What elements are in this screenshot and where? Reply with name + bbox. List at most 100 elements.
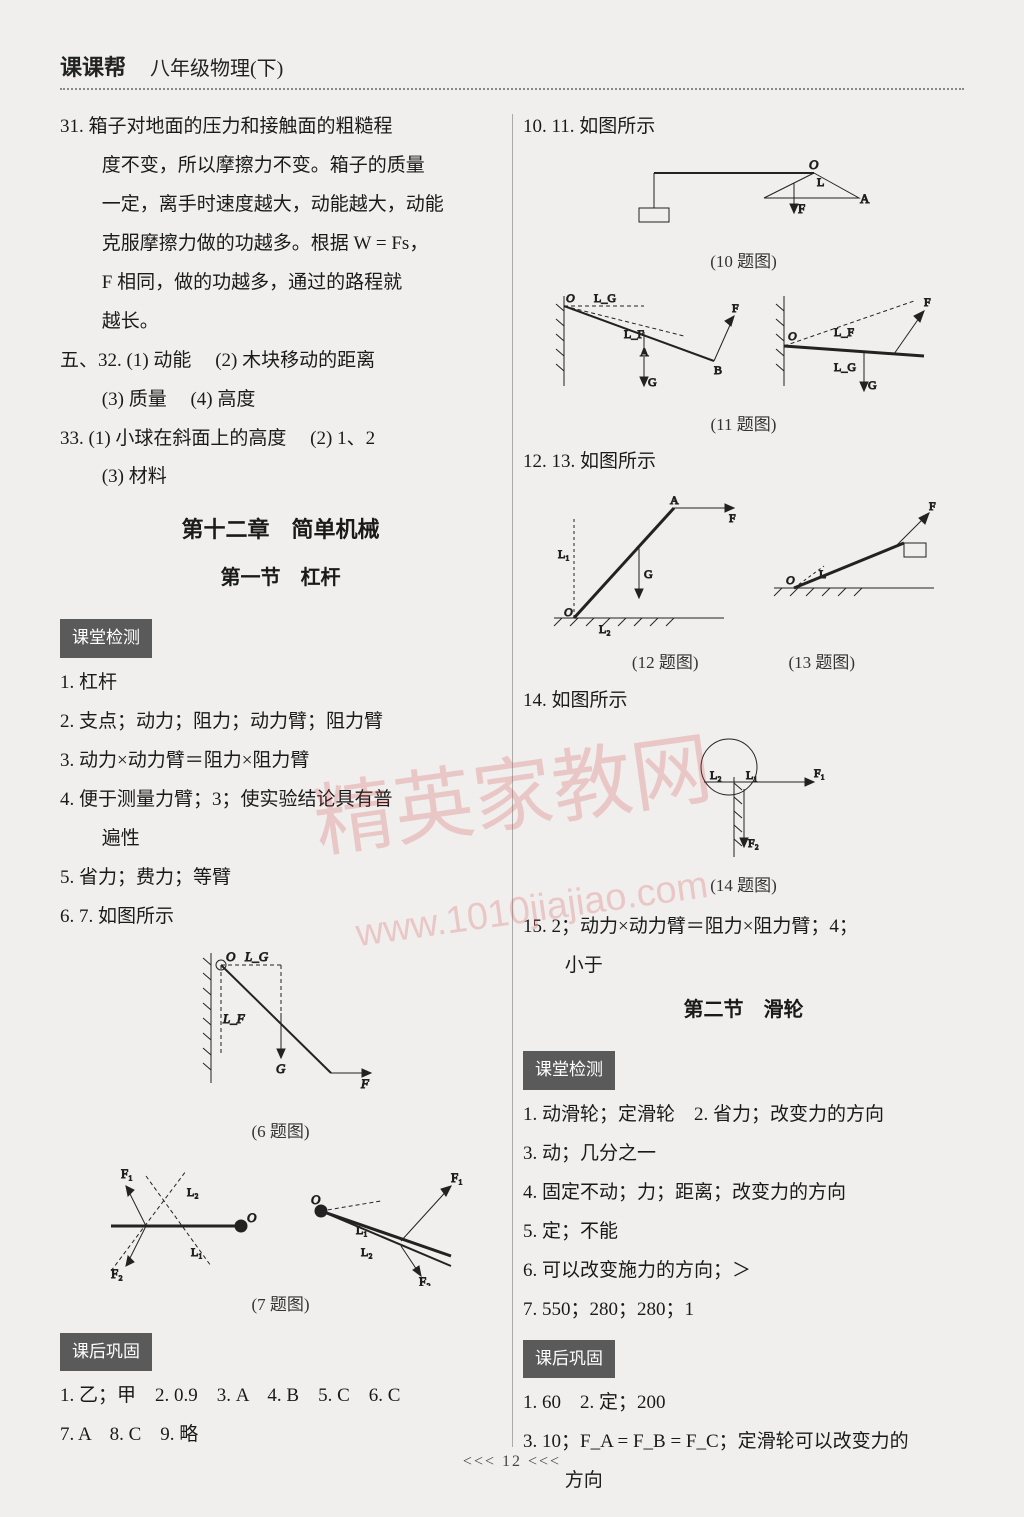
q32-p2: (3) 质量 — [102, 389, 167, 410]
right-column: 10. 11. 如图所示 O L A F (10 题图) — [523, 108, 964, 1501]
fig10-svg: O L A F — [614, 153, 874, 243]
fig13-svg: O L F — [764, 488, 944, 618]
left-after-row2: 7. A 8. C 9. 略 — [60, 1416, 501, 1455]
q31-line: 31. 箱子对地面的压力和接触面的粗糙程 — [60, 108, 501, 147]
lbl13-O: O — [786, 573, 795, 587]
lbl10-A: A — [860, 191, 870, 206]
lbl-Ob: O — [311, 1192, 321, 1207]
fig14-caption: (14 题图) — [710, 869, 777, 904]
lbl12-F: F — [729, 511, 736, 525]
q32-p3: (4) 高度 — [190, 389, 255, 410]
lbl-L1b: L₁ — [356, 1223, 368, 1237]
lbl-LG: L_G — [244, 949, 269, 964]
fig14-svg: L₂ L₁ F₁ F₂ — [644, 727, 844, 867]
q15-l2: 小于 — [523, 947, 964, 986]
lbl-Oa: O — [247, 1210, 257, 1225]
lbl14-L2: L₂ — [710, 768, 722, 782]
b3: 3. 动；几分之一 — [523, 1135, 964, 1174]
floor-hatch-icon — [774, 588, 934, 596]
tag-classcheck-right: 课堂检测 — [523, 1051, 615, 1090]
lbl10-O: O — [809, 157, 819, 172]
left-column: 31. 箱子对地面的压力和接触面的粗糙程 度不变，所以摩擦力不变。箱子的质量 一… — [60, 108, 501, 1501]
q14: 14. 如图所示 — [523, 682, 964, 721]
lbl11R-G: G — [868, 378, 877, 392]
lbl11L-G: G — [648, 375, 657, 389]
fig7-caption: (7 题图) — [60, 1288, 501, 1323]
b7: 7. 550；280；280；1 — [523, 1291, 964, 1330]
q31-l2: 一定，离手时速度越大，动能越大，动能 — [60, 186, 501, 225]
left-after-row1: 1. 乙；甲 2. 0.9 3. A 4. B 5. C 6. C — [60, 1377, 501, 1416]
wall-hatch-icon — [776, 296, 784, 386]
lbl-F2: F₂ — [111, 1266, 123, 1281]
lbl-O: O — [226, 949, 236, 964]
lbl-G: G — [276, 1061, 286, 1076]
fig6-svg: O L_G L_F G F — [181, 943, 381, 1113]
lbl14-F2: F₂ — [748, 836, 759, 850]
fig7-left-svg: F₁ F₂ L₂ L₁ O — [91, 1156, 271, 1286]
lbl12-G: G — [644, 567, 653, 581]
lbl10-L: L — [817, 175, 824, 189]
page-header: 课课帮 八年级物理(下) — [60, 50, 964, 90]
fig11-right-svg: O L_F L_G F G — [764, 286, 944, 406]
lbl13-L: L — [819, 567, 826, 581]
brand: 课课帮 — [60, 50, 126, 82]
q32: 五、32. (1) 动能 (2) 木块移动的距离 — [60, 342, 501, 381]
section2-title: 第二节 滑轮 — [523, 990, 964, 1031]
tag-after-left: 课后巩固 — [60, 1333, 152, 1372]
q32-row2: (3) 质量 (4) 高度 — [60, 381, 501, 420]
q33-p2: (3) 材料 — [60, 458, 501, 497]
c1: 1. 60 2. 定；200 — [523, 1384, 964, 1423]
lbl11L-LG: L_G — [594, 291, 616, 305]
a67: 6. 7. 如图所示 — [60, 898, 501, 937]
lbl12-L2: L₂ — [599, 622, 611, 636]
fig10: O L A F (10 题图) — [523, 153, 964, 280]
floor-hatch-icon — [554, 618, 724, 626]
fig11: O L_G L_F A B F G — [523, 286, 964, 406]
fig14: L₂ L₁ F₁ F₂ (14 题图) — [523, 727, 964, 904]
q31-l3: 克服摩擦力做的功越多。根据 W = Fs， — [60, 225, 501, 264]
q32-prefix: 五、32. — [60, 350, 122, 371]
q32-p0: (1) 动能 — [127, 350, 192, 371]
tag-after-right: 课后巩固 — [523, 1340, 615, 1379]
fig7-right-svg: O F₁ F₂ L₁ L₂ — [291, 1156, 471, 1286]
lbl-L1a: L₁ — [191, 1245, 203, 1259]
lbl12-O: O — [564, 605, 573, 619]
q31-num: 31. — [60, 116, 84, 137]
lbl11L-F: F — [732, 301, 739, 315]
q31-l4: F 相同，做的功越多，通过的路程就 — [60, 264, 501, 303]
q31-l1: 度不变，所以摩擦力不变。箱子的质量 — [60, 147, 501, 186]
a3: 3. 动力×动力臂＝阻力×阻力臂 — [60, 742, 501, 781]
page-number: <<< 12 <<< — [60, 1453, 964, 1471]
q1213: 12. 13. 如图所示 — [523, 443, 964, 482]
b5: 5. 定；不能 — [523, 1213, 964, 1252]
b6: 6. 可以改变施力的方向；＞ — [523, 1252, 964, 1291]
wall-hatch-icon — [556, 296, 564, 386]
a4-l1: 4. 便于测量力臂；3；使实验结论具有普 — [60, 781, 501, 820]
lbl-L2b: L₂ — [361, 1245, 373, 1259]
q1011: 10. 11. 如图所示 — [523, 108, 964, 147]
fig12-caption: (12 题图) — [632, 646, 699, 681]
q33-p0: (1) 小球在斜面上的高度 — [89, 428, 287, 449]
q31-l5: 越长。 — [60, 303, 501, 342]
lbl11R-LG: L_G — [834, 360, 856, 374]
lbl-F: F — [360, 1076, 370, 1091]
q15-l1: 15. 2；动力×动力臂＝阻力×阻力臂；4； — [523, 908, 964, 947]
q32-p1: (2) 木块移动的距离 — [215, 350, 375, 371]
q33: 33. (1) 小球在斜面上的高度 (2) 1、2 — [60, 420, 501, 459]
a1: 1. 杠杆 — [60, 664, 501, 703]
lbl11R-O: O — [788, 329, 797, 343]
lbl-F2b: F₂ — [419, 1274, 431, 1286]
fig1213-captions: (12 题图) (13 题图) — [523, 644, 964, 681]
lbl-F1: F₁ — [121, 1166, 133, 1181]
lbl10-F: F — [798, 201, 805, 216]
lbl-LF: L_F — [222, 1011, 246, 1026]
fig11-left-svg: O L_G L_F A B F G — [544, 286, 744, 406]
lbl12-A: A — [670, 493, 679, 507]
wall-hatch-icon — [203, 953, 211, 1083]
column-divider — [512, 114, 513, 1447]
lbl11L-LF: L_F — [624, 327, 644, 341]
fig6-caption: (6 题图) — [251, 1115, 309, 1150]
section1-title: 第一节 杠杆 — [60, 558, 501, 599]
lbl14-L1: L₁ — [746, 768, 758, 782]
wall-hatch-icon — [734, 777, 742, 857]
